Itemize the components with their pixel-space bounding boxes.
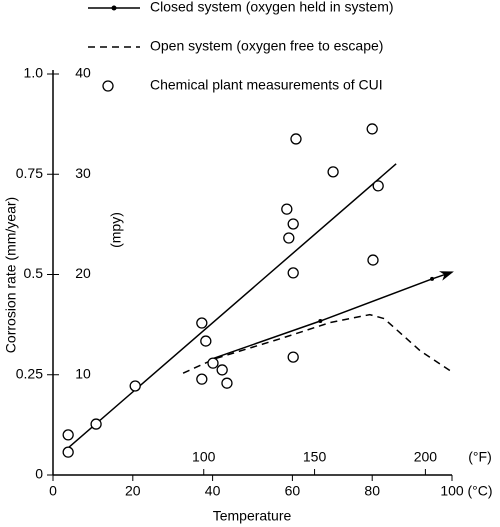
data-point bbox=[221, 377, 233, 389]
y-tick-label: 1.0 bbox=[24, 65, 44, 81]
y-tick-label: 0.25 bbox=[16, 365, 43, 381]
data-point bbox=[430, 276, 435, 281]
x-unit: (°C) bbox=[467, 483, 492, 499]
data-point bbox=[372, 180, 384, 192]
x2-tick-label: 150 bbox=[303, 449, 327, 465]
x-tick-label: 0 bbox=[49, 483, 57, 499]
x-tick-label: 40 bbox=[205, 483, 221, 499]
legend-label: Open system (oxygen free to escape) bbox=[150, 38, 383, 54]
data-point bbox=[281, 203, 293, 215]
x-axis-title: Temperature bbox=[213, 508, 292, 524]
data-point bbox=[62, 429, 74, 441]
data-point bbox=[327, 166, 339, 178]
x-tick-label: 20 bbox=[125, 483, 141, 499]
series-line bbox=[212, 271, 454, 360]
x2-tick-label: 100 bbox=[192, 449, 216, 465]
series-line bbox=[182, 313, 453, 374]
data-point bbox=[196, 317, 208, 329]
y2-unit: (mpy) bbox=[108, 212, 124, 248]
data-point bbox=[216, 364, 228, 376]
data-point bbox=[287, 218, 299, 230]
y-tick-label: 0 bbox=[35, 466, 43, 482]
data-point bbox=[367, 254, 379, 266]
data-point bbox=[366, 123, 378, 135]
data-point bbox=[196, 373, 208, 385]
y-axis-title: Corrosion rate (mm/year) bbox=[3, 197, 19, 353]
data-point bbox=[90, 418, 102, 430]
x-tick-label: 80 bbox=[364, 483, 380, 499]
data-point bbox=[290, 133, 302, 145]
legend-label: Closed system (oxygen held in system) bbox=[150, 0, 394, 15]
data-point bbox=[287, 267, 299, 279]
data-point bbox=[62, 446, 74, 458]
data-point bbox=[207, 357, 219, 369]
trend-line bbox=[66, 163, 397, 450]
x2-unit: (°F) bbox=[468, 449, 491, 465]
legend-label: Chemical plant measurements of CUI bbox=[150, 77, 383, 93]
x-tick-label: 100 bbox=[440, 483, 464, 499]
x2-tick-label: 200 bbox=[414, 449, 438, 465]
y-tick-label: 0.5 bbox=[24, 265, 44, 281]
y2-tick-label: 10 bbox=[75, 365, 91, 381]
data-point bbox=[287, 351, 299, 363]
y2-tick-label: 40 bbox=[75, 65, 91, 81]
data-point bbox=[129, 380, 141, 392]
data-point bbox=[318, 319, 323, 324]
legend-symbol bbox=[111, 5, 117, 11]
data-point bbox=[283, 232, 295, 244]
y2-tick-label: 20 bbox=[75, 265, 91, 281]
x-tick-label: 60 bbox=[285, 483, 301, 499]
y-tick-label: 0.75 bbox=[16, 165, 43, 181]
legend-symbol bbox=[102, 80, 114, 92]
y2-tick-label: 30 bbox=[75, 165, 91, 181]
data-point bbox=[200, 335, 212, 347]
